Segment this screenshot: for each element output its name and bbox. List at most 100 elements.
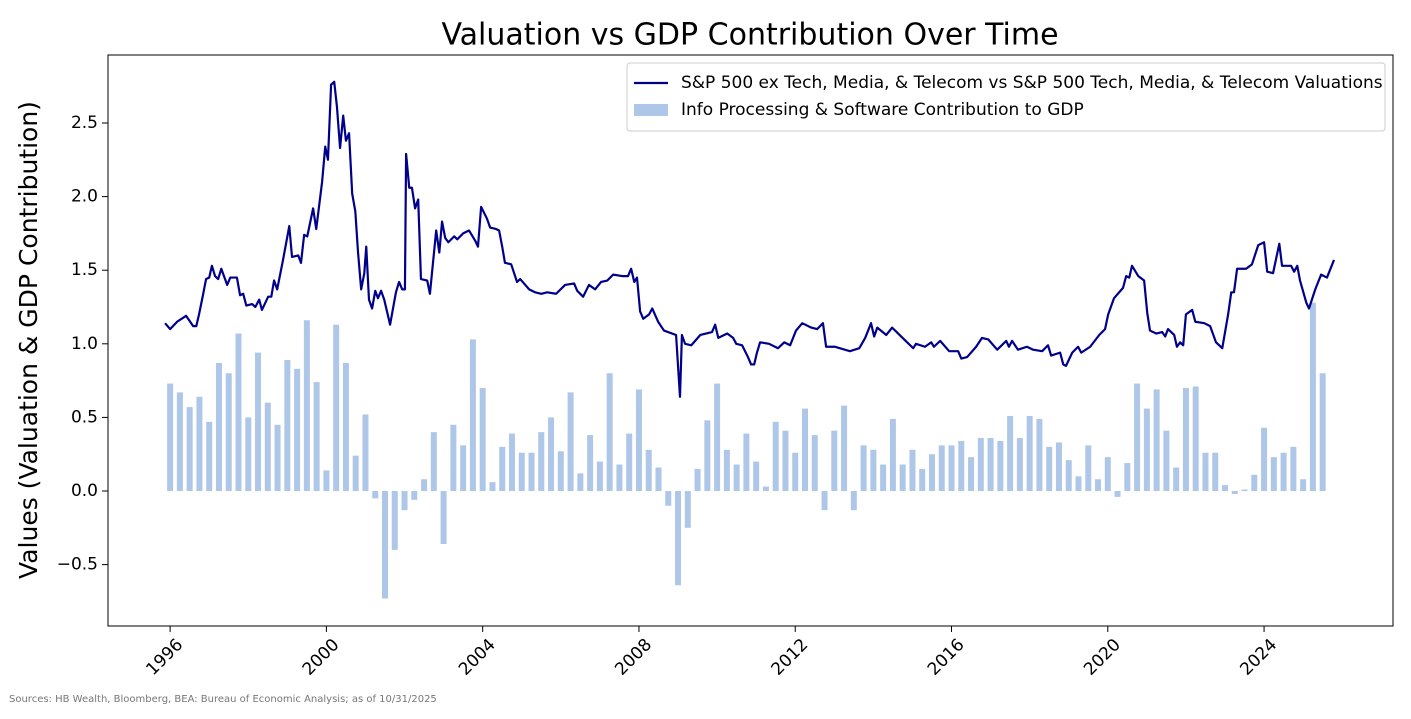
bar	[421, 479, 428, 492]
y-tick-label: 0.5	[71, 407, 98, 427]
chart-title: Valuation vs GDP Contribution Over Time	[441, 18, 1058, 53]
bar	[841, 405, 848, 492]
bar	[909, 449, 916, 492]
bar	[450, 424, 457, 492]
bar	[538, 432, 545, 492]
bar	[245, 417, 252, 492]
source-note: Sources: HB Wealth, Bloomberg, BEA: Bure…	[9, 694, 437, 705]
bar	[284, 360, 291, 492]
y-tick-label: 0.0	[71, 481, 98, 501]
bar	[362, 414, 369, 492]
bar	[596, 461, 603, 492]
bar	[313, 382, 320, 492]
bar	[870, 449, 877, 492]
x-tick-label: 2012	[768, 635, 813, 680]
bar	[792, 452, 799, 492]
bar	[1241, 489, 1248, 492]
bar	[1075, 476, 1082, 492]
bar	[1065, 460, 1072, 492]
bar	[1114, 491, 1121, 497]
bar	[479, 387, 486, 492]
bar	[684, 491, 691, 528]
y-tick-label: 1.0	[71, 334, 98, 354]
bar	[1212, 452, 1219, 492]
bar	[1055, 442, 1062, 492]
bar	[1153, 389, 1160, 492]
bar	[782, 430, 789, 492]
bar	[1134, 383, 1141, 492]
bar	[987, 438, 994, 492]
bar	[635, 389, 642, 492]
bar	[1104, 457, 1111, 492]
y-tick-label: 2.5	[71, 113, 98, 133]
bar	[176, 392, 183, 492]
bar	[714, 383, 721, 492]
bar	[167, 383, 174, 492]
legend-label: Info Processing & Software Contribution …	[681, 100, 1084, 120]
y-tick-label: 2.0	[71, 187, 98, 207]
bar	[518, 452, 525, 492]
legend-swatch	[634, 104, 668, 116]
bar	[645, 449, 652, 492]
bar	[1026, 415, 1033, 492]
bar	[1036, 418, 1043, 492]
bar	[1182, 387, 1189, 492]
bar	[1124, 463, 1131, 492]
bar	[1046, 446, 1053, 492]
bar	[704, 420, 711, 492]
bar	[997, 440, 1004, 492]
bar	[469, 339, 476, 492]
bar	[391, 491, 398, 550]
bar	[616, 464, 623, 492]
bar	[821, 491, 828, 511]
bar	[860, 445, 867, 492]
bar	[274, 424, 281, 492]
bar	[548, 417, 555, 492]
bar	[508, 433, 515, 492]
legend: S&P 500 ex Tech, Media, & Telecom vs S&P…	[626, 62, 1386, 132]
bar	[1143, 408, 1150, 492]
legend-box	[626, 62, 1386, 132]
bar	[831, 430, 838, 492]
bar	[665, 491, 672, 506]
bar	[225, 373, 232, 492]
bar	[186, 407, 193, 492]
bar	[567, 392, 574, 492]
bar	[919, 468, 926, 492]
legend-label: S&P 500 ex Tech, Media, & Telecom vs S&P…	[681, 73, 1383, 93]
bar	[1192, 386, 1199, 492]
line	[164, 80, 1336, 398]
bar	[762, 486, 769, 492]
bar	[811, 435, 818, 492]
bar	[1222, 485, 1229, 492]
bar	[342, 362, 349, 492]
bar	[401, 491, 408, 511]
bar	[958, 440, 965, 492]
bar	[1270, 457, 1277, 492]
bar	[1173, 467, 1180, 492]
bar	[889, 418, 896, 492]
bar	[606, 373, 613, 492]
bar	[1007, 415, 1014, 492]
bar	[1085, 445, 1092, 492]
bar	[303, 320, 310, 492]
bar	[372, 491, 379, 499]
bar	[938, 445, 945, 492]
bar	[557, 451, 564, 492]
bar	[440, 491, 447, 545]
bar	[323, 470, 330, 492]
bar	[772, 421, 779, 492]
bar	[215, 362, 222, 492]
bar	[489, 482, 496, 492]
bar	[460, 445, 467, 492]
bar	[743, 433, 750, 492]
y-tick-label: 1.5	[71, 260, 98, 280]
bar	[352, 455, 359, 492]
bar	[255, 352, 262, 492]
bar	[1016, 438, 1023, 492]
bar	[206, 421, 213, 492]
x-tick-label: 2000	[299, 635, 344, 680]
bar	[264, 402, 271, 492]
